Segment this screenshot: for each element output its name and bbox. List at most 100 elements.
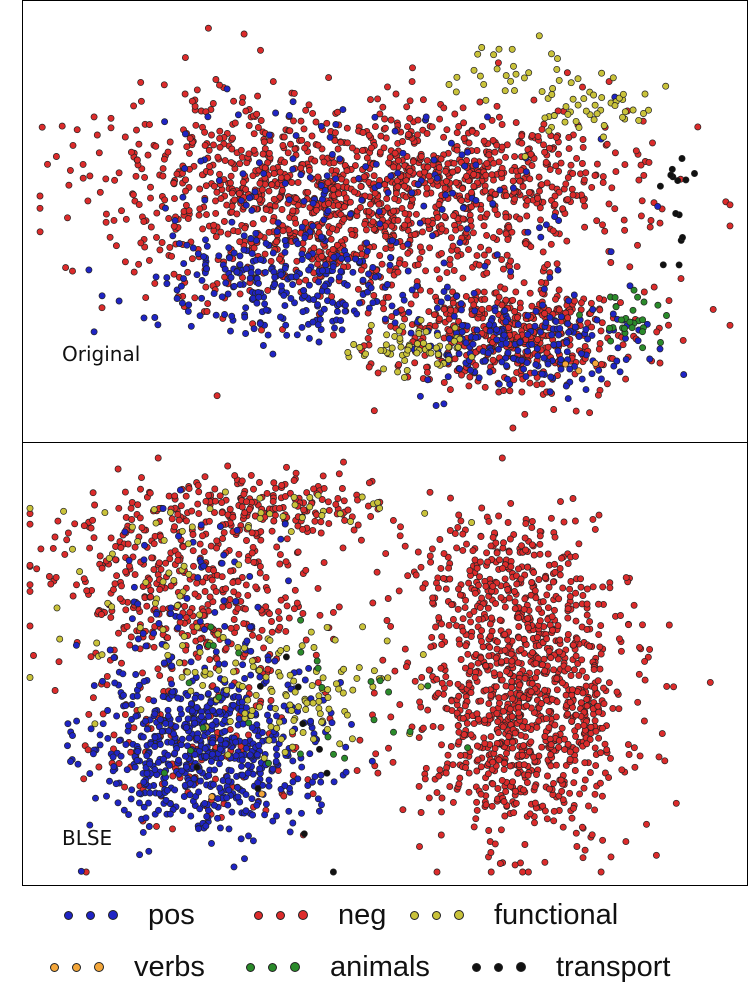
point-neg [380, 144, 388, 152]
point-neg [441, 184, 449, 192]
point-pos [255, 159, 263, 167]
point-neg [276, 168, 284, 176]
point-pos [173, 295, 181, 302]
point-neg [93, 131, 101, 139]
point-neg [487, 733, 495, 741]
point-neg [150, 566, 158, 574]
point-neg [382, 550, 390, 558]
point-neg [490, 159, 498, 167]
point-neg [476, 98, 484, 106]
point-functional [474, 50, 482, 58]
point-neg [593, 690, 601, 698]
point-pos [495, 380, 503, 388]
point-neg [237, 146, 245, 154]
point-neg [564, 665, 572, 673]
point-neg [95, 149, 103, 157]
point-neg [102, 218, 110, 226]
point-neg [450, 267, 458, 274]
point-pos [315, 278, 323, 286]
point-neg [152, 142, 160, 150]
point-neg [473, 806, 481, 814]
point-neg [204, 24, 212, 32]
point-neg [543, 591, 551, 599]
point-neg [427, 558, 435, 566]
point-neg [563, 69, 571, 77]
point-neg [122, 606, 130, 614]
point-pos [252, 229, 260, 237]
point-neg [461, 664, 469, 672]
point-neg [459, 185, 467, 192]
point-neg [572, 552, 579, 560]
point-neg [61, 550, 69, 558]
point-neg [591, 790, 599, 798]
point-neg [591, 744, 599, 752]
point-neg [374, 769, 382, 777]
point-neg [356, 204, 364, 211]
point-pos [563, 348, 571, 356]
point-neg [189, 531, 197, 538]
point-neg [498, 121, 506, 128]
point-neg [485, 652, 493, 660]
point-neg [658, 730, 666, 738]
point-neg [408, 78, 416, 86]
point-pos [246, 274, 254, 282]
point-pos [90, 328, 98, 336]
point-neg [121, 488, 129, 496]
point-functional [512, 70, 520, 78]
point-neg [436, 766, 444, 774]
point-pos [524, 331, 532, 338]
point-neg [485, 827, 493, 834]
point-functional [521, 153, 529, 160]
point-neg [228, 145, 236, 153]
point-neg [537, 216, 544, 224]
point-neg [572, 407, 580, 415]
point-neg [486, 643, 494, 651]
point-neg [597, 650, 605, 658]
point-neg [234, 228, 242, 235]
point-neg [579, 854, 587, 862]
point-neg [167, 582, 175, 590]
point-neg [579, 143, 587, 151]
point-neg [175, 516, 183, 524]
point-neg [37, 545, 45, 553]
point-neg [599, 583, 607, 591]
point-neg [543, 635, 551, 643]
point-neg [91, 501, 99, 509]
point-functional [380, 365, 388, 373]
point-pos [259, 342, 267, 349]
point-pos [187, 322, 195, 330]
point-neg [374, 95, 382, 103]
point-neg [458, 371, 465, 379]
point-pos [241, 313, 249, 321]
point-neg [521, 595, 529, 603]
point-neg [511, 605, 519, 613]
point-neg [351, 162, 359, 170]
point-neg [493, 102, 501, 110]
point-functional [600, 122, 608, 129]
point-neg [103, 672, 111, 680]
point-neg [475, 581, 482, 589]
point-functional [356, 344, 364, 351]
point-neg [300, 125, 308, 133]
point-neg [133, 126, 140, 134]
point-pos [565, 297, 573, 305]
point-neg [559, 584, 567, 592]
point-neg [292, 469, 300, 477]
point-neg [437, 564, 445, 572]
point-neg [147, 586, 155, 594]
point-neg [245, 731, 252, 739]
point-neg [254, 124, 262, 131]
point-neg [230, 588, 238, 596]
point-functional [629, 106, 637, 114]
point-neg [264, 286, 272, 294]
point-neg [206, 168, 214, 176]
point-neg [581, 776, 589, 784]
point-neg [570, 804, 577, 812]
point-neg [509, 778, 517, 786]
point-neg [126, 641, 134, 649]
point-neg [572, 617, 580, 625]
point-neg [511, 787, 519, 795]
point-neg [551, 721, 559, 729]
point-neg [582, 169, 590, 177]
point-neg [286, 127, 294, 135]
